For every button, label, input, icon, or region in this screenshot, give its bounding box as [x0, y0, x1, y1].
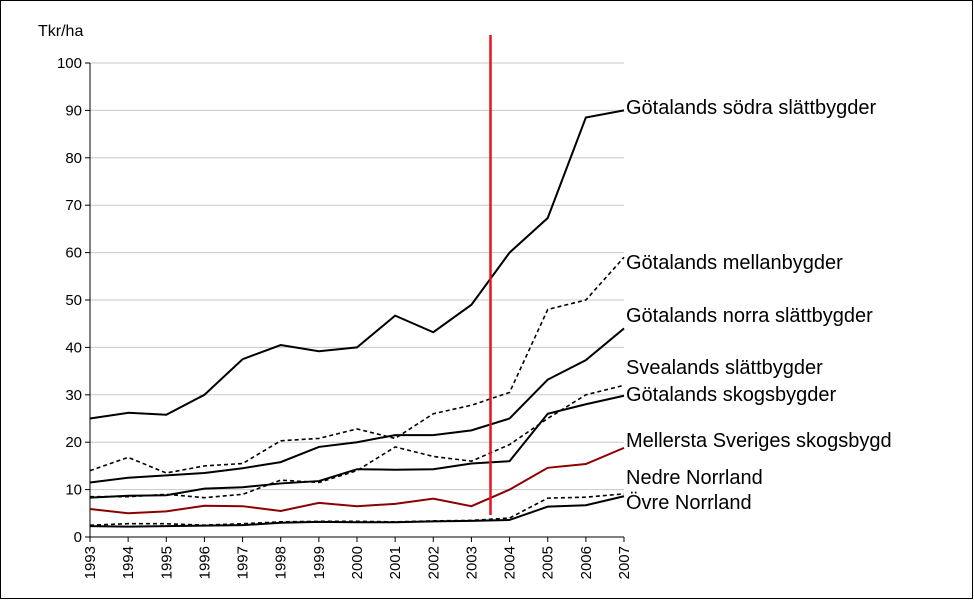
x-tick-label: 2006	[578, 546, 595, 579]
y-tick-label: 80	[65, 150, 82, 167]
y-tick-label: 10	[65, 482, 82, 499]
y-tick-label: 40	[65, 339, 82, 356]
series-line	[89, 256, 625, 474]
series-label: Övre Norrland	[626, 492, 752, 514]
x-tick-label: 1994	[120, 546, 137, 579]
y-tick-label: 90	[65, 102, 82, 119]
y-tick-label: 30	[65, 387, 82, 404]
x-tick-label: 2000	[349, 546, 366, 579]
series-label: Götalands mellanbygder	[626, 252, 843, 274]
y-tick-label: 70	[65, 197, 82, 214]
series-label: Götalands södra slättbygder	[626, 97, 876, 119]
x-tick-label: 1999	[311, 546, 328, 579]
x-tick-label: 2004	[502, 546, 519, 579]
x-tick-label: 2001	[387, 546, 404, 579]
series-line	[89, 495, 625, 528]
x-tick-label: 1993	[82, 546, 99, 579]
series-label: Götalands norra slättbygder	[626, 305, 873, 327]
x-tick-label: 2005	[540, 546, 557, 579]
series-label: Svealands slättbygder	[626, 357, 823, 379]
series-label: Götalands skogsbygder	[626, 384, 836, 406]
x-tick-label: 2007	[616, 546, 633, 579]
y-tick-label: 0	[74, 529, 82, 546]
y-axis-label: Tkr/ha	[38, 23, 83, 40]
y-tick-label: 100	[57, 55, 82, 72]
series-line	[89, 327, 625, 484]
x-tick-label: 1995	[158, 546, 175, 579]
x-tick-label: 2002	[425, 546, 442, 579]
y-tick-label: 20	[65, 434, 82, 451]
x-tick-label: 1998	[273, 546, 290, 579]
y-tick-label: 60	[65, 245, 82, 262]
series-line	[89, 109, 625, 420]
series-line	[89, 446, 625, 515]
x-tick-label: 1997	[235, 546, 252, 579]
x-tick-label: 2003	[463, 546, 480, 579]
series-label: Mellersta Sveriges skogsbygd	[626, 430, 892, 452]
x-tick-label: 1996	[196, 546, 213, 579]
series-label: Nedre Norrland	[626, 467, 763, 489]
series-line	[89, 394, 625, 499]
y-tick-label: 50	[65, 292, 82, 309]
